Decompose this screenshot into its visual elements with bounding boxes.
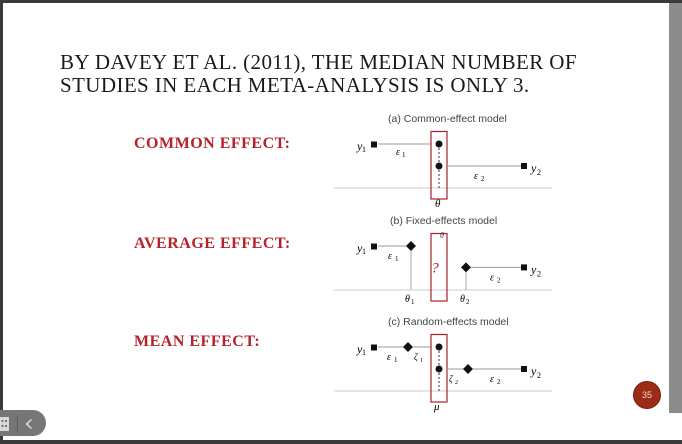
svg-text:1: 1	[411, 298, 415, 306]
svg-text:μ: μ	[433, 401, 440, 413]
svg-text:ε: ε	[388, 251, 392, 262]
svg-text:y: y	[530, 161, 537, 175]
svg-text:2: 2	[497, 378, 501, 386]
svg-text:1: 1	[402, 151, 406, 159]
svg-text:2: 2	[537, 371, 541, 380]
svg-text:(b) Fixed-effects model: (b) Fixed-effects model	[390, 215, 497, 227]
svg-text:2: 2	[537, 269, 541, 278]
svg-text:2: 2	[497, 276, 501, 284]
svg-text:ε: ε	[387, 352, 391, 363]
svg-text:ε: ε	[474, 171, 478, 182]
svg-text:ζ: ζ	[449, 374, 454, 384]
svg-text:1: 1	[362, 145, 366, 154]
svg-text:1: 1	[420, 358, 423, 364]
svg-text:2: 2	[466, 298, 470, 306]
svg-text:1: 1	[362, 348, 366, 357]
svg-text:y: y	[530, 364, 537, 378]
svg-text:θ: θ	[435, 198, 441, 210]
svg-text:ε: ε	[396, 147, 400, 158]
svg-text:ε: ε	[490, 374, 494, 385]
svg-text:?: ?	[431, 260, 439, 276]
svg-text:ε: ε	[490, 272, 494, 283]
svg-text:2: 2	[481, 175, 485, 183]
svg-text:(a) Common-effect model: (a) Common-effect model	[388, 113, 507, 125]
svg-text:y: y	[530, 262, 537, 276]
svg-text:1: 1	[395, 255, 399, 263]
svg-text:1: 1	[362, 247, 366, 256]
svg-text:2: 2	[455, 380, 458, 386]
svg-text:θ: θ	[405, 294, 410, 305]
svg-text:2: 2	[537, 168, 541, 177]
svg-text:θ: θ	[440, 231, 444, 240]
svg-text:ζ: ζ	[414, 352, 419, 362]
svg-text:1: 1	[394, 356, 398, 364]
svg-text:θ: θ	[460, 294, 465, 305]
svg-text:(c) Random-effects model: (c) Random-effects model	[388, 316, 509, 328]
